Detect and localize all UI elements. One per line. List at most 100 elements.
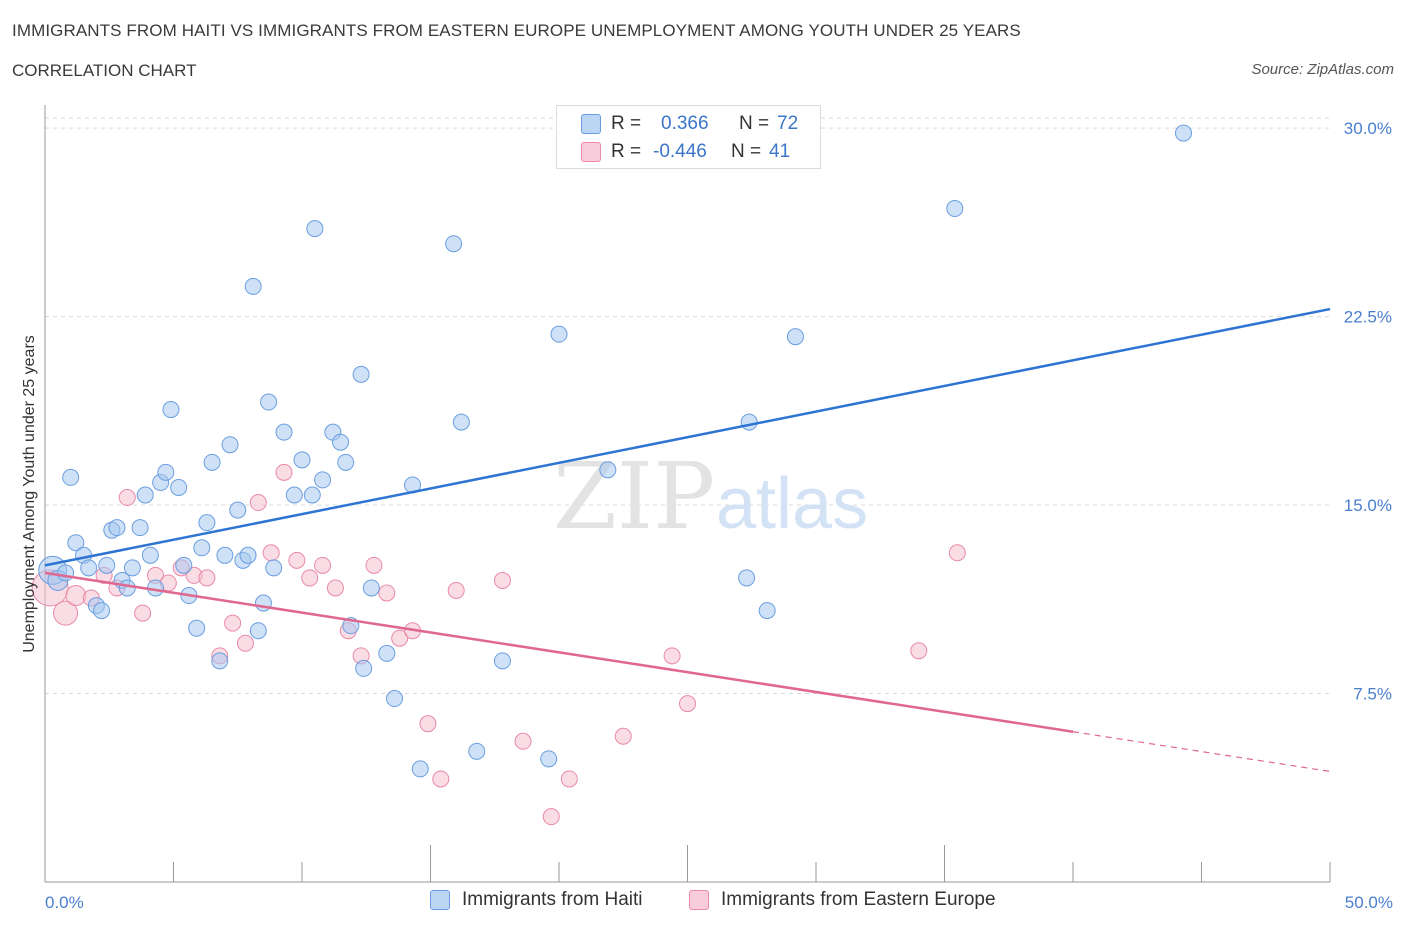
haiti-point: [352, 365, 370, 383]
haiti-point: [175, 556, 193, 574]
haiti-point: [1175, 124, 1193, 142]
y-axis-label: Unemployment Among Youth under 25 years: [21, 335, 38, 653]
eastern-europe-point: [118, 489, 136, 507]
haiti-point: [162, 401, 180, 419]
haiti-point: [758, 602, 776, 620]
chart-title: IMMIGRANTS FROM HAITI VS IMMIGRANTS FROM…: [12, 21, 1021, 40]
eastern-europe-point: [560, 770, 578, 788]
eastern-europe-point: [419, 715, 437, 733]
haiti-point: [599, 461, 617, 479]
haiti-point: [493, 652, 511, 670]
eastern-europe-point: [236, 634, 254, 652]
haiti-trend-line: [44, 307, 1331, 567]
haiti-point: [157, 463, 175, 481]
eastern-europe-point: [432, 770, 450, 788]
haiti-point: [740, 413, 758, 431]
haiti-point: [203, 453, 221, 471]
haiti-point: [67, 534, 85, 552]
eastern-europe-point: [288, 551, 306, 569]
haiti-point: [239, 546, 257, 564]
bottom-legend-eastern-europe: Immigrants from Eastern Europe: [689, 889, 996, 911]
y-tick-label: 22.5%: [1344, 308, 1392, 327]
haiti-point: [303, 486, 321, 504]
eastern-europe-point: [365, 556, 383, 574]
tick-labels: 7.5% 15.0% 22.5% 30.0% 0.0% 50.0%: [45, 119, 1393, 912]
y-tick-label: 7.5%: [1353, 685, 1392, 704]
haiti-point: [108, 519, 126, 537]
haiti-point: [378, 644, 396, 662]
haiti-point: [249, 622, 267, 640]
series-haiti-points: [38, 124, 1193, 778]
haiti-point: [786, 328, 804, 346]
haiti-point: [386, 690, 404, 708]
haiti-swatch: [430, 890, 450, 910]
haiti-point: [93, 602, 111, 620]
eastern-europe-point: [262, 544, 280, 562]
correlation-legend: R = 0.366 N = 72 R = -0.446 N = 41: [556, 105, 821, 169]
haiti-point: [285, 486, 303, 504]
eastern-europe-point: [910, 642, 928, 660]
haiti-point: [80, 559, 98, 577]
legend-label-haiti: Immigrants from Haiti: [462, 889, 643, 910]
trend-lines: [44, 307, 1331, 773]
haiti-point: [411, 760, 429, 778]
eastern-europe-point: [447, 581, 465, 599]
haiti-point: [136, 486, 154, 504]
eastern-europe-point: [224, 614, 242, 632]
haiti-point: [452, 413, 470, 431]
haiti-point: [141, 546, 159, 564]
haiti-point: [306, 220, 324, 238]
eastern-europe-point: [663, 647, 681, 665]
eastern-europe-point: [514, 732, 532, 750]
x-tick-label: 50.0%: [1345, 893, 1393, 912]
haiti-point: [123, 559, 141, 577]
x-tick-label: 0.0%: [45, 893, 84, 912]
eastern-europe-point: [249, 494, 267, 512]
haiti-point: [118, 579, 136, 597]
haiti-point: [211, 652, 229, 670]
legend-row-eastern-europe: R = -0.446 N = 41: [581, 139, 790, 165]
y-tick-label: 15.0%: [1344, 496, 1392, 515]
haiti-point: [265, 559, 283, 577]
n-label: N =: [739, 113, 770, 134]
y-tick-label: 30.0%: [1344, 119, 1392, 138]
haiti-point: [244, 277, 262, 295]
haiti-point: [193, 539, 211, 557]
eastern-europe-trend-extension: [1072, 731, 1331, 773]
n-value-haiti: 72: [777, 113, 799, 134]
eastern-europe-point: [614, 727, 632, 745]
haiti-point: [260, 393, 278, 411]
grid-lines: [45, 117, 1330, 695]
haiti-point: [221, 436, 239, 454]
haiti-point: [468, 742, 486, 760]
eastern-europe-swatch: [581, 142, 601, 162]
watermark-atlas: atlas: [716, 464, 868, 544]
bottom-legend-haiti: Immigrants from Haiti: [430, 889, 643, 911]
haiti-point: [198, 514, 216, 532]
eastern-europe-point: [301, 569, 319, 587]
haiti-point: [314, 471, 332, 489]
eastern-europe-point: [542, 808, 560, 826]
source-credit: Source: ZipAtlas.com: [1251, 61, 1394, 78]
haiti-point: [355, 659, 373, 677]
eastern-europe-point: [948, 544, 966, 562]
n-value-eastern-europe: 41: [769, 141, 791, 162]
watermark: ZIP atlas: [553, 443, 868, 550]
eastern-europe-point: [326, 579, 344, 597]
eastern-europe-point: [391, 629, 409, 647]
series-eastern-europe-points: [31, 463, 966, 826]
eastern-europe-point: [275, 463, 293, 481]
haiti-point: [332, 433, 350, 451]
eastern-europe-point: [679, 695, 696, 713]
haiti-point: [445, 235, 463, 253]
haiti-point: [337, 453, 355, 471]
legend-label-eastern-europe: Immigrants from Eastern Europe: [721, 889, 996, 910]
r-label: R =: [611, 141, 642, 162]
r-value-haiti: 0.366: [661, 113, 709, 134]
haiti-point: [540, 750, 558, 768]
r-value-eastern-europe: -0.446: [653, 141, 707, 162]
eastern-europe-point: [378, 584, 396, 602]
axes: [44, 105, 1331, 883]
eastern-europe-trend-line: [44, 571, 1074, 733]
haiti-point: [738, 569, 756, 587]
